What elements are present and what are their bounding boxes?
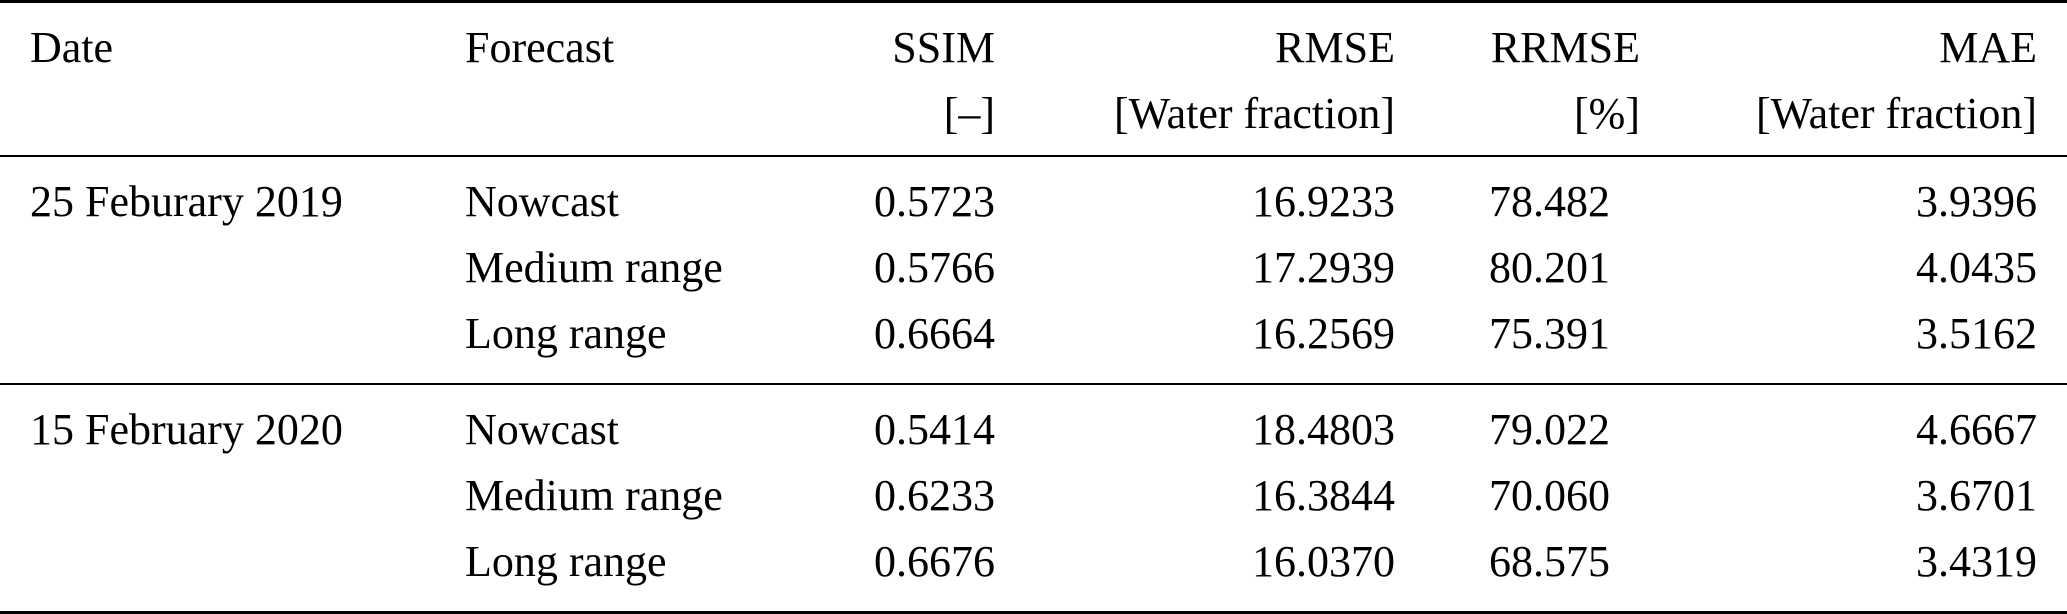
- rmse-value: 16.2569: [1252, 309, 1395, 358]
- rrmse-value: 68.575: [1489, 537, 1610, 586]
- mae-value: 4.0435: [1916, 243, 2037, 292]
- mae-value: 3.5162: [1916, 309, 2037, 358]
- ssim-value: 0.5766: [874, 243, 995, 292]
- rrmse-value: 80.201: [1489, 243, 1610, 292]
- table-group-2019: 25 Feburary 2019 Nowcast 0.5723 16.9233 …: [0, 156, 2067, 384]
- header-labels-row: Date Forecast SSIM RMSE RRMSE MAE: [0, 2, 2067, 82]
- date-cell: 25 Feburary 2019: [30, 177, 343, 226]
- ssim-value: 0.5723: [874, 177, 995, 226]
- rmse-unit-label: [Water fraction]: [1113, 89, 1395, 138]
- table-row: Long range 0.6676 16.0370 68.575 3.4319: [0, 529, 2067, 613]
- rrmse-value: 78.482: [1489, 177, 1610, 226]
- forecast-cell: Nowcast: [465, 405, 619, 454]
- table-row: 25 Feburary 2019 Nowcast 0.5723 16.9233 …: [0, 156, 2067, 235]
- forecast-cell: Medium range: [465, 243, 723, 292]
- table-row: Medium range 0.5766 17.2939 80.201 4.043…: [0, 235, 2067, 301]
- forecast-unit-cell: [465, 81, 835, 156]
- mae-unit-label: [Water fraction]: [1755, 89, 2037, 138]
- ssim-unit-label: [–]: [943, 89, 995, 138]
- forecast-cell: Long range: [465, 537, 667, 586]
- table-row: Medium range 0.6233 16.3844 70.060 3.670…: [0, 463, 2067, 529]
- forecast-cell: Nowcast: [465, 177, 619, 226]
- date-cell: 15 February 2020: [30, 405, 343, 454]
- date-unit-cell: [0, 81, 465, 156]
- header-units-row: [–] [Water fraction] [%] [Water fraction…: [0, 81, 2067, 156]
- rmse-value: 16.9233: [1252, 177, 1395, 226]
- rmse-value: 18.4803: [1252, 405, 1395, 454]
- mae-value: 3.6701: [1916, 471, 2037, 520]
- table-header: Date Forecast SSIM RMSE RRMSE MAE [–] [W…: [0, 2, 2067, 156]
- ssim-value: 0.6676: [874, 537, 995, 586]
- forecast-cell: Long range: [465, 309, 667, 358]
- ssim-column-header: SSIM: [892, 23, 995, 72]
- table-group-2020: 15 February 2020 Nowcast 0.5414 18.4803 …: [0, 384, 2067, 613]
- ssim-value: 0.6233: [874, 471, 995, 520]
- rrmse-value: 70.060: [1489, 471, 1610, 520]
- rrmse-value: 79.022: [1489, 405, 1610, 454]
- forecast-cell: Medium range: [465, 471, 723, 520]
- rmse-column-header: RMSE: [1275, 23, 1395, 72]
- rmse-value: 17.2939: [1252, 243, 1395, 292]
- ssim-value: 0.5414: [874, 405, 995, 454]
- rmse-value: 16.0370: [1252, 537, 1395, 586]
- rrmse-unit-label: [%]: [1574, 89, 1640, 138]
- table-row: Long range 0.6664 16.2569 75.391 3.5162: [0, 301, 2067, 384]
- rrmse-value: 75.391: [1489, 309, 1610, 358]
- date-column-header: Date: [30, 23, 114, 72]
- mae-value: 4.6667: [1916, 405, 2037, 454]
- mae-column-header: MAE: [1939, 23, 2037, 72]
- mae-value: 3.9396: [1916, 177, 2037, 226]
- forecast-column-header: Forecast: [465, 23, 615, 72]
- table-row: 15 February 2020 Nowcast 0.5414 18.4803 …: [0, 384, 2067, 463]
- rrmse-column-header: RRMSE: [1490, 23, 1640, 72]
- mae-value: 3.4319: [1916, 537, 2037, 586]
- ssim-value: 0.6664: [874, 309, 995, 358]
- rmse-value: 16.3844: [1252, 471, 1395, 520]
